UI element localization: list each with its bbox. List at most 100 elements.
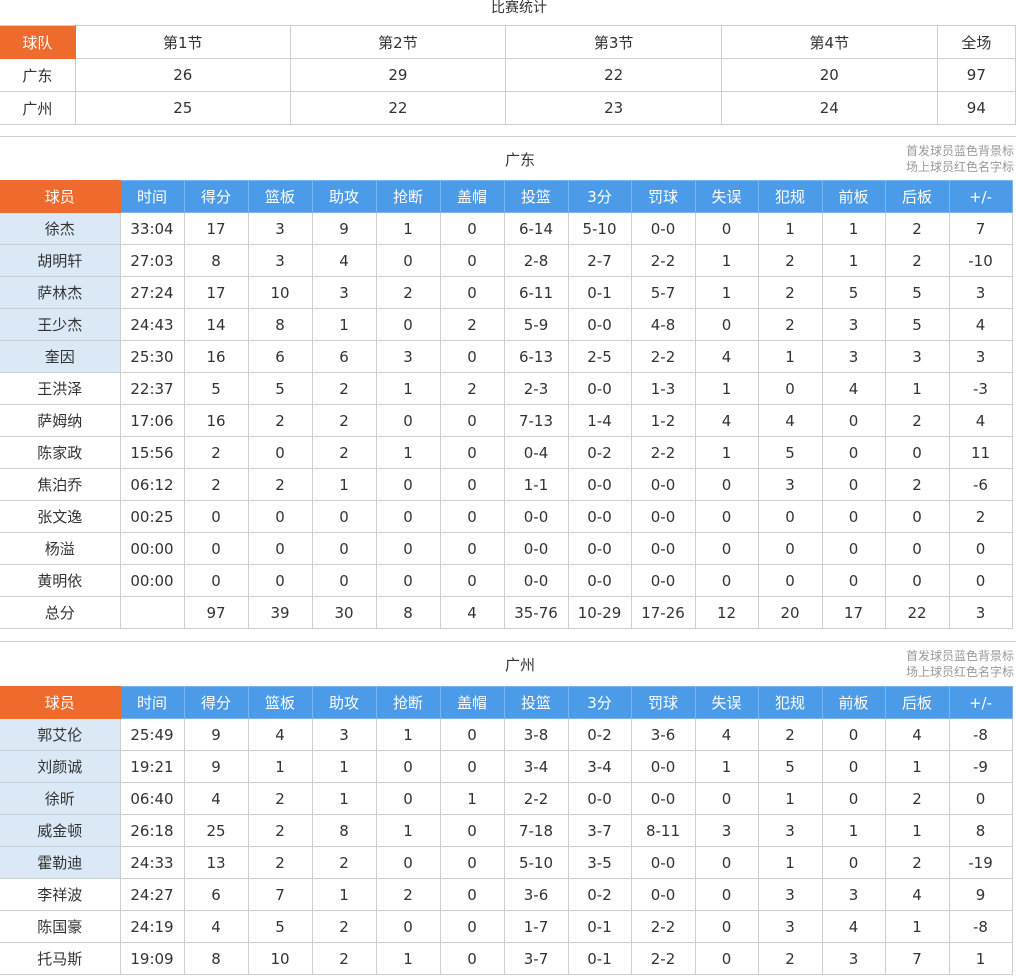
stat-def-reb: 7 [884,942,950,975]
stat-def-reb: 22 [884,596,950,629]
stat-assists: 3 [311,718,377,751]
stat-assists: 9 [311,212,377,245]
stat-time: 25:49 [119,718,185,751]
stat-threes: 0-1 [567,942,632,975]
score-header-q4: 第4节 [720,25,938,59]
stat-plus-minus: 4 [948,308,1013,341]
stat-def-reb: 0 [884,532,950,565]
stat-fouls: 2 [757,276,823,309]
stat-points: 2 [183,436,249,469]
column-header-plus-minus: +/- [948,686,1013,719]
stat-points: 9 [183,718,249,751]
stat-fouls: 0 [757,500,823,533]
stat-assists: 8 [311,814,377,847]
stat-steals: 0 [375,532,441,565]
player-row: 王少杰 24:43 14 8 1 0 2 5-9 0-0 4-8 0 2 3 5 4 [0,308,1013,341]
stat-plus-minus: 4 [948,404,1013,437]
score-cell-team: 广州 [0,91,76,125]
stat-fg: 6-11 [503,276,569,309]
stat-off-reb: 0 [821,846,886,879]
stat-rebounds: 8 [247,308,313,341]
stat-assists: 1 [311,782,377,815]
stat-fg: 6-13 [503,340,569,373]
stat-turnovers: 0 [694,782,759,815]
legend-note-starter: 首发球员蓝色背景标 [906,144,1015,158]
stat-time: 15:56 [119,436,185,469]
stat-time: 06:12 [119,468,185,501]
stat-steals: 1 [375,942,441,975]
stat-fouls: 3 [757,468,823,501]
score-header-total: 全场 [936,25,1016,59]
stat-fouls: 5 [757,436,823,469]
stat-steals: 1 [375,814,441,847]
stat-time: 19:21 [119,750,185,783]
stat-off-reb: 1 [821,212,886,245]
column-header-steals: 抢断 [375,686,441,719]
column-header-off-reb: 前板 [821,686,886,719]
stat-off-reb: 3 [821,942,886,975]
stat-time: 26:18 [119,814,185,847]
stat-fouls: 2 [757,942,823,975]
stat-points: 8 [183,244,249,277]
stat-time: 17:06 [119,404,185,437]
stat-fouls: 2 [757,718,823,751]
column-header-ft: 罚球 [630,180,696,213]
stat-ft: 2-2 [630,942,696,975]
score-cell-q3: 23 [505,91,722,125]
stat-fg: 0-0 [503,564,569,597]
column-header-fouls: 犯规 [757,180,823,213]
stat-points: 16 [183,404,249,437]
section-divider [0,641,1016,642]
stat-assists: 3 [311,276,377,309]
stat-plus-minus: 0 [948,532,1013,565]
player-name: 郭艾伦 [0,718,121,751]
player-row: 徐昕 06:40 4 2 1 0 1 2-2 0-0 0-0 0 1 0 2 0 [0,782,1013,815]
stat-turnovers: 0 [694,468,759,501]
stat-turnovers: 1 [694,276,759,309]
stat-assists: 30 [311,596,377,629]
stat-def-reb: 4 [884,878,950,911]
stat-plus-minus: 1 [948,942,1013,975]
score-cell-total: 97 [936,58,1016,92]
stat-points: 4 [183,782,249,815]
stat-off-reb: 0 [821,404,886,437]
stat-plus-minus: 3 [948,276,1013,309]
stat-threes: 2-7 [567,244,632,277]
stat-off-reb: 3 [821,340,886,373]
stat-blocks: 0 [439,340,505,373]
player-row: 霍勒迪 24:33 13 2 2 0 0 5-10 3-5 0-0 0 1 0 2 -19 [0,846,1013,879]
stat-fg: 5-10 [503,846,569,879]
stat-rebounds: 0 [247,532,313,565]
stat-steals: 0 [375,564,441,597]
stat-blocks: 0 [439,212,505,245]
stat-threes: 0-1 [567,276,632,309]
team-title: 广州 [504,656,535,674]
stat-assists: 2 [311,942,377,975]
stat-turnovers: 1 [694,244,759,277]
player-row: 陈国豪 24:19 4 5 2 0 0 1-7 0-1 2-2 0 3 4 1 -8 [0,910,1013,943]
player-name: 王少杰 [0,308,121,341]
column-header-time: 时间 [119,180,185,213]
stat-steals: 0 [375,782,441,815]
stat-ft: 2-2 [630,910,696,943]
legend-note-on-court: 场上球员红色名字标 [906,160,1015,174]
stat-def-reb: 2 [884,244,950,277]
player-row: 李祥波 24:27 6 7 1 2 0 3-6 0-2 0-0 0 3 3 4 9 [0,878,1013,911]
stat-blocks: 0 [439,814,505,847]
stat-rebounds: 1 [247,750,313,783]
stat-threes: 0-0 [567,564,632,597]
stat-plus-minus: 2 [948,500,1013,533]
stat-ft: 0-0 [630,468,696,501]
stat-fouls: 2 [757,244,823,277]
player-name: 萨林杰 [0,276,121,309]
column-header-steals: 抢断 [375,180,441,213]
stat-threes: 5-10 [567,212,632,245]
stat-plus-minus: -8 [948,910,1013,943]
stat-blocks: 0 [439,910,505,943]
stat-fouls: 0 [757,564,823,597]
stat-ft: 2-2 [630,340,696,373]
stat-def-reb: 2 [884,404,950,437]
stat-plus-minus: 3 [948,596,1013,629]
stat-turnovers: 4 [694,404,759,437]
stat-rebounds: 5 [247,910,313,943]
